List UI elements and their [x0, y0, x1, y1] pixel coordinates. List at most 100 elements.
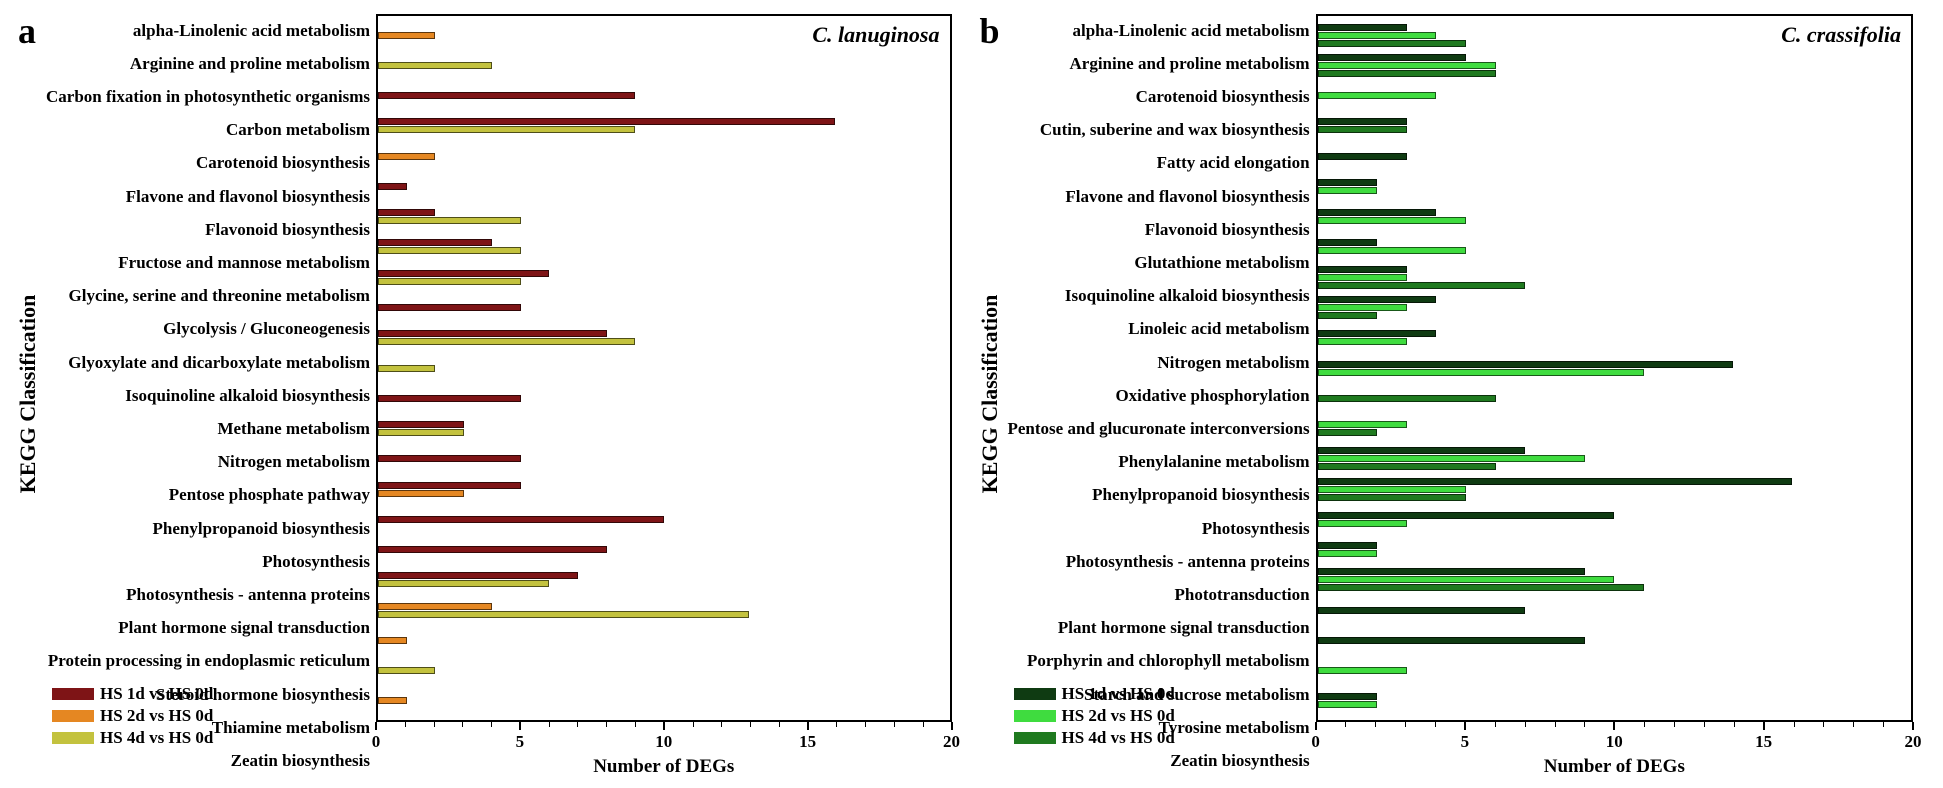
bar [378, 516, 664, 523]
bar [378, 697, 407, 704]
tick-minor [1794, 722, 1795, 727]
bar [378, 239, 492, 246]
legend-label: HS 2d vs HS 0d [1062, 706, 1175, 726]
bar-group [378, 202, 950, 232]
bar-group [1318, 535, 1911, 565]
bar [1318, 494, 1466, 501]
category-label: Glyoxylate and dicarboxylate metabolism [46, 346, 370, 379]
bar [1318, 478, 1793, 485]
category-label: alpha-Linolenic acid metabolism [46, 14, 370, 47]
tick-minor [1883, 722, 1884, 727]
category-label: alpha-Linolenic acid metabolism [1008, 14, 1310, 47]
category-label: Arginine and proline metabolism [1008, 47, 1310, 80]
panel-b-tick-labels: 05101520 [1316, 732, 1913, 754]
bar [1318, 486, 1466, 493]
bar-group [378, 262, 950, 292]
bar [1318, 126, 1407, 133]
bar [378, 572, 578, 579]
bar-group [378, 292, 950, 322]
bar [378, 278, 521, 285]
panel-a-tick-labels: 05101520 [376, 732, 952, 754]
bar-group [378, 565, 950, 595]
bar [1318, 576, 1615, 583]
bar [378, 455, 521, 462]
bar [378, 118, 835, 125]
bar [1318, 447, 1526, 454]
bar [378, 304, 521, 311]
bar-group [378, 383, 950, 413]
tick-label: 5 [1461, 732, 1470, 752]
bar [1318, 421, 1407, 428]
bar-group [378, 323, 950, 353]
bar-group [1318, 686, 1911, 716]
bar [378, 32, 435, 39]
bar-group [1318, 474, 1911, 504]
bar-group [1318, 595, 1911, 625]
bar [378, 546, 607, 553]
bar [1318, 429, 1377, 436]
category-label: Carbon metabolism [46, 114, 370, 147]
category-label: Linoleic acid metabolism [1008, 313, 1310, 346]
category-label: Phenylpropanoid biosynthesis [1008, 479, 1310, 512]
bar [378, 580, 549, 587]
category-label: Glycolysis / Gluconeogenesis [46, 313, 370, 346]
tick [951, 722, 953, 730]
legend-item: HS 2d vs HS 0d [1014, 706, 1175, 726]
tick-label: 10 [655, 732, 672, 752]
tick-minor [721, 722, 722, 727]
bar-group [378, 474, 950, 504]
panel-b-chart: alpha-Linolenic acid metabolismArginine … [1008, 10, 1934, 778]
bar-group [1318, 81, 1911, 111]
legend-label: HS 2d vs HS 0d [100, 706, 213, 726]
bar [378, 490, 464, 497]
bar-group [1318, 323, 1911, 353]
bar [378, 667, 435, 674]
panel-a-legend: HS 1d vs HS 0dHS 2d vs HS 0dHS 4d vs HS … [52, 684, 213, 748]
category-label: Zeatin biosynthesis [1008, 744, 1310, 777]
bar-group [1318, 413, 1911, 443]
panel-a-ylabel-container: KEGG Classification [10, 10, 46, 778]
bar [1318, 54, 1466, 61]
tick-minor [836, 722, 837, 727]
tick-minor [693, 722, 694, 727]
panel-a-category-labels: alpha-Linolenic acid metabolismArginine … [46, 14, 376, 778]
bar-group [1318, 262, 1911, 292]
category-label: Glycine, serine and threonine metabolism [46, 280, 370, 313]
tick-minor [635, 722, 636, 727]
bar [378, 421, 464, 428]
legend-item: HS 4d vs HS 0d [52, 728, 213, 748]
bar [1318, 637, 1585, 644]
bar [1318, 296, 1437, 303]
panel-a: a KEGG Classification alpha-Linolenic ac… [10, 10, 972, 778]
tick-minor [1555, 722, 1556, 727]
category-label: Flavone and flavonol biosynthesis [1008, 180, 1310, 213]
bar-group [1318, 292, 1911, 322]
bar [1318, 247, 1466, 254]
panel-a-xlabel: Number of DEGs [376, 756, 952, 778]
bar [1318, 62, 1496, 69]
panel-b-bars [1318, 20, 1911, 716]
bar [1318, 32, 1437, 39]
panel-b-xlabel: Number of DEGs [1316, 756, 1913, 778]
tick-label: 15 [1755, 732, 1772, 752]
bar [1318, 217, 1466, 224]
category-label: Phenylalanine metabolism [1008, 446, 1310, 479]
panel-b-legend: HS 1d vs HS 0dHS 2d vs HS 0dHS 4d vs HS … [1014, 684, 1175, 748]
category-label: Isoquinoline alkaloid biosynthesis [1008, 280, 1310, 313]
bar-group [1318, 202, 1911, 232]
panel-b-category-labels: alpha-Linolenic acid metabolismArginine … [1008, 14, 1316, 778]
legend-swatch [52, 732, 94, 744]
tick-minor [434, 722, 435, 727]
tick [519, 722, 521, 730]
bar [1318, 209, 1437, 216]
bar [378, 611, 749, 618]
legend-item: HS 1d vs HS 0d [1014, 684, 1175, 704]
tick [1912, 722, 1914, 730]
bar-group [378, 625, 950, 655]
bar [1318, 568, 1585, 575]
bar-group [378, 141, 950, 171]
bar-group [1318, 20, 1911, 50]
bar-group [1318, 232, 1911, 262]
bar [378, 603, 492, 610]
bar [1318, 92, 1437, 99]
